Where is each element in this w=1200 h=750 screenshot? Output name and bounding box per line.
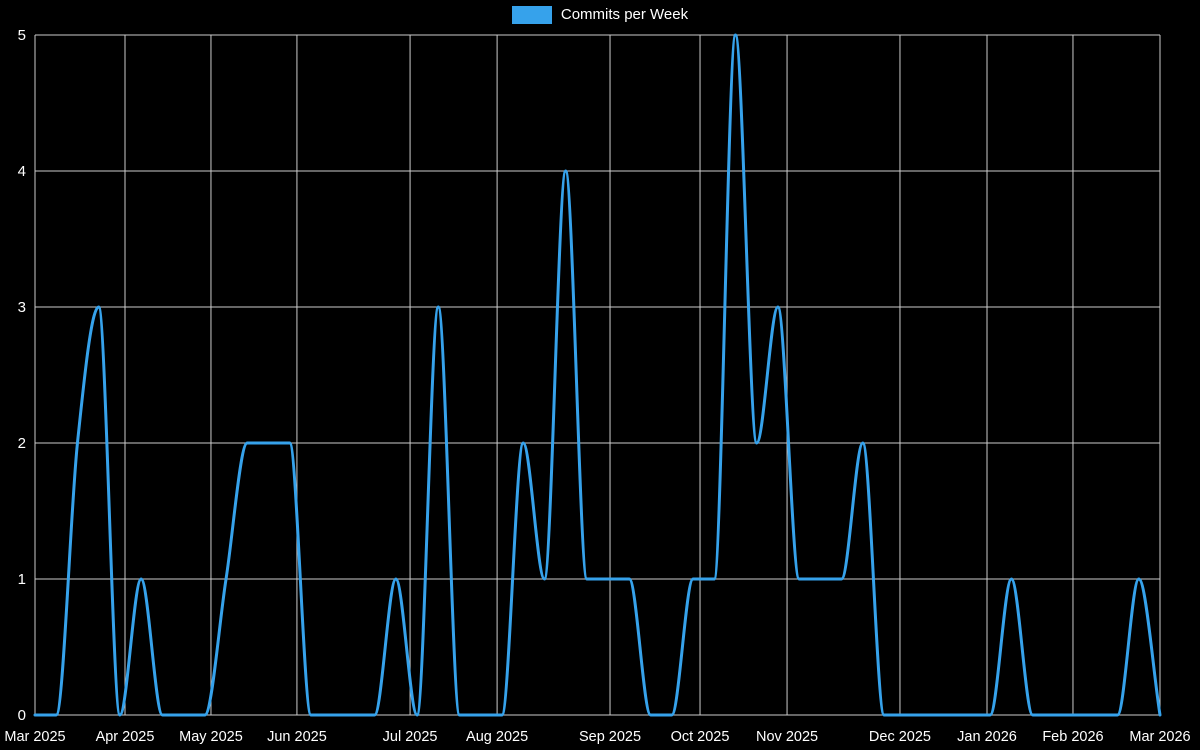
y-axis-label: 5 — [18, 27, 26, 44]
commits-line-series[interactable] — [33, 33, 1162, 717]
legend-swatch — [511, 6, 552, 24]
y-axis-label: 3 — [18, 299, 26, 316]
y-axis-label: 4 — [18, 163, 26, 180]
x-axis-label: Nov 2025 — [756, 729, 818, 745]
x-axis-label: Jul 2025 — [383, 729, 438, 745]
legend-label: Commits per Week — [560, 6, 689, 23]
y-axis-label: 1 — [18, 571, 26, 588]
x-axis-label: Mar 2026 — [1129, 729, 1190, 745]
y-axis-label: 2 — [18, 435, 26, 452]
x-axis-label: Mar 2025 — [4, 729, 65, 745]
x-axis-label: Sep 2025 — [579, 729, 641, 745]
y-axis-label: 0 — [18, 707, 26, 724]
x-axis-label: May 2025 — [179, 729, 243, 745]
chart-legend[interactable]: Commits per Week — [0, 6, 1200, 24]
x-axis-label: Feb 2026 — [1042, 729, 1103, 745]
x-axis-label: Dec 2025 — [869, 729, 931, 745]
x-axis-label: Oct 2025 — [671, 729, 730, 745]
x-axis-label: Jun 2025 — [267, 729, 327, 745]
x-axis-label: Jan 2026 — [957, 729, 1017, 745]
x-axis-label: Aug 2025 — [466, 729, 528, 745]
x-axis-label: Apr 2025 — [96, 729, 155, 745]
